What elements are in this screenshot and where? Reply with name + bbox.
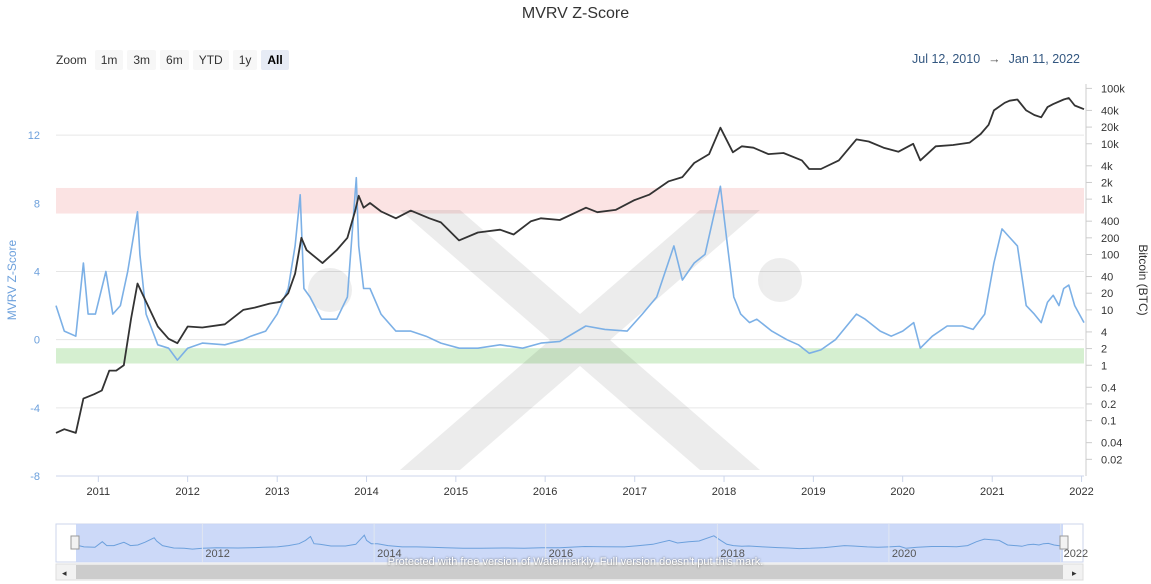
navigator-tick-label: 2014 bbox=[377, 548, 401, 560]
left-tick-label: 0 bbox=[34, 335, 40, 347]
right-tick-label: 2k bbox=[1101, 177, 1113, 189]
navigator-selection[interactable] bbox=[76, 524, 1063, 562]
right-tick-label: 4 bbox=[1101, 327, 1107, 339]
navigator-tick-label: 2018 bbox=[720, 548, 744, 560]
right-axis-label: Bitcoin (BTC) bbox=[1136, 244, 1150, 315]
left-tick-label: -4 bbox=[30, 403, 40, 415]
right-tick-label: 1 bbox=[1101, 360, 1107, 372]
x-tick-label: 2015 bbox=[444, 486, 468, 498]
x-tick-label: 2021 bbox=[980, 486, 1004, 498]
right-tick-label: 100 bbox=[1101, 250, 1119, 262]
right-tick-label: 0.04 bbox=[1101, 438, 1122, 450]
series-lines bbox=[55, 97, 1085, 434]
zoom-3m-button[interactable]: 3m bbox=[127, 50, 157, 70]
right-tick-label: 10k bbox=[1101, 139, 1119, 151]
left-tick-label: 8 bbox=[34, 198, 40, 210]
x-tick-label: 2020 bbox=[890, 486, 914, 498]
right-tick-label: 100k bbox=[1101, 83, 1125, 95]
zoom-bar: Zoom 1m 3m 6m YTD 1y All bbox=[56, 49, 289, 71]
left-axis-label: MVRV Z-Score bbox=[5, 239, 19, 320]
navigator-handle-left[interactable] bbox=[70, 535, 80, 550]
x-tick-label: 2013 bbox=[265, 486, 289, 498]
zoom-ytd-button[interactable]: YTD bbox=[192, 50, 229, 70]
range-arrow: → bbox=[988, 52, 1001, 66]
right-tick-label: 40 bbox=[1101, 272, 1113, 284]
navigator-tick-label: 2012 bbox=[205, 548, 229, 560]
right-tick-label: 200 bbox=[1101, 233, 1119, 245]
axes bbox=[56, 84, 1087, 477]
left-tick-label: 12 bbox=[28, 130, 40, 142]
right-tick-label: 0.1 bbox=[1101, 416, 1116, 428]
left-axis-ticks: -8 -4 0 4 8 12 bbox=[28, 130, 40, 483]
watermark-logo bbox=[308, 210, 802, 470]
x-tick-label: 2014 bbox=[354, 486, 378, 498]
range-to[interactable]: Jan 11, 2022 bbox=[1008, 52, 1080, 66]
right-tick-label: 4k bbox=[1101, 161, 1113, 173]
zones bbox=[56, 187, 1084, 364]
x-tick-label: 2019 bbox=[801, 486, 825, 498]
zoom-1y-button[interactable]: 1y bbox=[232, 50, 258, 70]
navigator-series bbox=[75, 534, 1064, 550]
mvrv-zscore-line bbox=[55, 176, 1085, 361]
right-tick-label: 20k bbox=[1101, 122, 1119, 134]
right-tick-label: 0.4 bbox=[1101, 382, 1116, 394]
left-tick-label: 4 bbox=[34, 266, 40, 278]
right-tick-label: 10 bbox=[1101, 305, 1113, 317]
navigator-ticks: 2012 2014 2016 2018 2020 2022 bbox=[201, 524, 1088, 562]
overvalued-zone bbox=[56, 187, 1084, 214]
zoom-1m-button[interactable]: 1m bbox=[94, 50, 124, 70]
right-tick-label: 20 bbox=[1101, 288, 1113, 300]
scrollbar-left-arrow[interactable]: ◂ bbox=[62, 568, 67, 578]
right-tick-label: 400 bbox=[1101, 216, 1119, 228]
right-tick-label: 40k bbox=[1101, 105, 1119, 117]
undervalued-zone bbox=[56, 348, 1084, 364]
range-from[interactable]: Jul 12, 2010 bbox=[912, 52, 981, 66]
x-tick-label: 2011 bbox=[87, 486, 111, 498]
navigator-tick-label: 2022 bbox=[1064, 548, 1088, 560]
navigator-scrollbar-thumb[interactable] bbox=[76, 565, 1063, 579]
right-tick-label: 1k bbox=[1101, 194, 1113, 206]
navigator-handle-right[interactable] bbox=[1059, 535, 1069, 550]
left-tick-label: -8 bbox=[30, 471, 40, 483]
zoom-label: Zoom bbox=[56, 53, 87, 67]
scrollbar-right-arrow[interactable]: ▸ bbox=[1072, 568, 1077, 578]
date-range: Jul 12, 2010 → Jan 11, 2022 bbox=[912, 52, 1080, 66]
bitcoin-price-line bbox=[55, 97, 1085, 434]
x-tick-label: 2012 bbox=[175, 486, 199, 498]
x-tick-label: 2022 bbox=[1069, 486, 1093, 498]
x-tick-label: 2016 bbox=[533, 486, 557, 498]
watermark-text: Protected with free version of Watermark… bbox=[387, 556, 764, 568]
right-tick-label: 0.2 bbox=[1101, 399, 1116, 411]
navigator: 2012 2014 2016 2018 2020 2022 ◂ ▸ bbox=[55, 523, 1088, 581]
right-axis-ticks: 0.02 0.04 0.1 0.2 0.4 1 2 4 10 20 40 100 200 400 1k 2k 4… bbox=[1086, 83, 1125, 466]
right-tick-label: 2 bbox=[1101, 344, 1107, 356]
x-axis-ticks: 2011 2012 2013 2014 2015 2016 2017 2018 2019 2020… bbox=[87, 476, 1094, 498]
x-tick-label: 2017 bbox=[622, 486, 646, 498]
zoom-all-button[interactable]: All bbox=[261, 50, 289, 70]
right-tick-label: 0.02 bbox=[1101, 454, 1122, 466]
navigator-tick-label: 2016 bbox=[549, 548, 573, 560]
navigator-line bbox=[75, 534, 1064, 550]
x-tick-label: 2018 bbox=[712, 486, 736, 498]
zoom-6m-button[interactable]: 6m bbox=[160, 50, 189, 70]
navigator-tick-label: 2020 bbox=[892, 548, 916, 560]
chart-title: MVRV Z-Score bbox=[521, 5, 630, 22]
